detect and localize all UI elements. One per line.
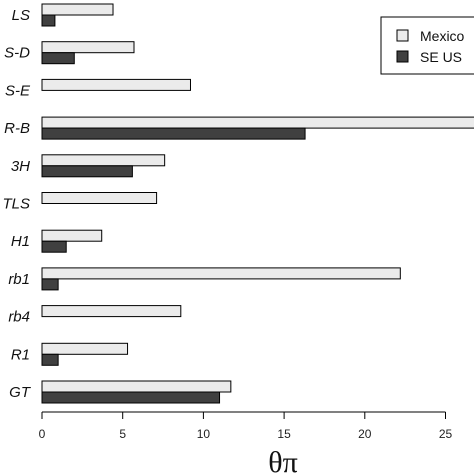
bar-se-us [41,14,56,27]
category-label: 3H [11,158,30,175]
x-axis-title: θπ [268,446,298,474]
bar-mexico [41,305,182,318]
bar-mexico [41,380,232,393]
x-tick-label: 0 [39,427,46,441]
legend-swatch-mexico [396,29,409,42]
category-label: R1 [11,346,30,363]
category-label: LS [12,7,30,24]
bar-se-us [41,127,306,140]
bar-mexico [41,342,129,355]
bar-mexico [41,41,135,54]
bar-se-us [41,278,59,291]
category-label: rb1 [8,271,30,288]
x-tick-label: 15 [277,427,291,441]
x-tick-label: 20 [358,427,372,441]
bar-se-us [41,165,133,178]
bar-mexico [41,3,114,16]
category-labels-group: LS S-D S-E R-B 3H TLS H1 rb1 rb4 R1 GT [2,7,31,401]
bar-se-us [41,52,75,65]
x-tick-label: 10 [197,427,211,441]
bars-group [41,3,474,404]
legend-box [380,16,474,75]
legend: Mexico SE US [380,16,474,75]
legend-swatch-se-us [396,50,409,63]
bar-mexico [41,154,166,167]
bar-mexico [41,267,401,280]
category-label: S-E [5,82,31,99]
category-label: H1 [11,233,30,250]
bar-se-us [41,391,221,404]
category-label: rb4 [8,309,30,326]
bar-mexico [41,229,103,242]
bar-mexico [41,116,474,129]
category-label: R-B [4,120,30,137]
bar-mexico [41,78,191,91]
category-label: TLS [2,196,30,213]
bar-se-us [41,240,67,253]
category-label: GT [9,384,32,401]
category-label: S-D [4,45,30,62]
legend-label-se-us: SE US [420,49,462,65]
x-tick-label: 25 [439,427,453,441]
bar-mexico [41,192,158,204]
legend-label-mexico: Mexico [420,28,465,44]
bar-se-us [41,353,59,366]
x-tick-label: 5 [119,427,126,441]
x-ticks-group: 0 5 10 15 20 25 [39,412,453,441]
